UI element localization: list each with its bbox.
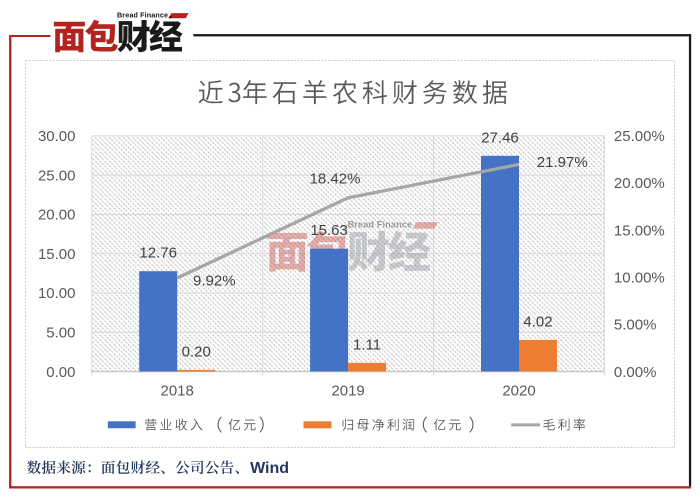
svg-text:2020: 2020 bbox=[502, 383, 535, 400]
svg-text:21.97%: 21.97% bbox=[537, 154, 588, 171]
svg-text:25.00: 25.00 bbox=[38, 167, 76, 184]
svg-text:15.63: 15.63 bbox=[310, 222, 348, 239]
svg-text:30.00: 30.00 bbox=[38, 128, 76, 145]
svg-text:5.00%: 5.00% bbox=[614, 317, 657, 334]
svg-text:15.00%: 15.00% bbox=[614, 222, 665, 239]
svg-text:Bread Finance: Bread Finance bbox=[117, 10, 168, 19]
svg-text:2018: 2018 bbox=[161, 383, 194, 400]
svg-text:9.92%: 9.92% bbox=[193, 272, 236, 289]
svg-text:27.46: 27.46 bbox=[481, 129, 519, 146]
svg-text:2019: 2019 bbox=[331, 383, 364, 400]
svg-text:0.20: 0.20 bbox=[182, 343, 211, 360]
svg-text:0.00: 0.00 bbox=[46, 364, 75, 381]
svg-text:18.42%: 18.42% bbox=[310, 171, 361, 188]
svg-text:10.00%: 10.00% bbox=[614, 270, 665, 287]
svg-text:20.00: 20.00 bbox=[38, 207, 76, 224]
svg-text:15.00: 15.00 bbox=[38, 246, 76, 263]
svg-text:12.76: 12.76 bbox=[139, 245, 177, 262]
svg-text:1.11: 1.11 bbox=[353, 336, 381, 353]
svg-text:25.00%: 25.00% bbox=[614, 128, 665, 145]
svg-text:10.00: 10.00 bbox=[38, 285, 76, 302]
svg-text:0.00%: 0.00% bbox=[614, 364, 657, 381]
svg-text:5.00: 5.00 bbox=[46, 325, 75, 342]
svg-text:Bread Finance: Bread Finance bbox=[348, 220, 413, 230]
svg-text:4.02: 4.02 bbox=[523, 313, 552, 330]
svg-text:Wind: Wind bbox=[250, 460, 289, 477]
svg-text:20.00%: 20.00% bbox=[614, 175, 665, 192]
